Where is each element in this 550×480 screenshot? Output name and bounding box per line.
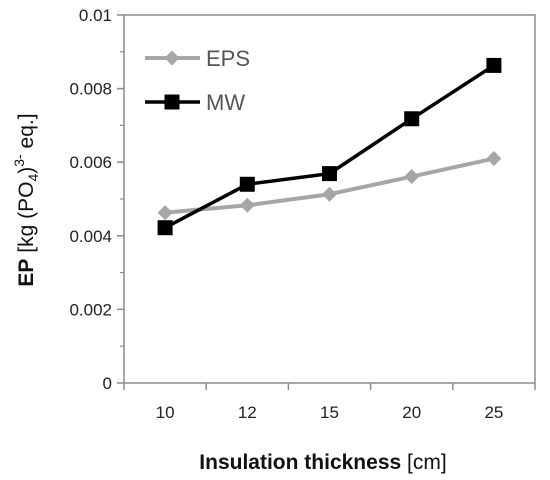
data-point xyxy=(164,94,180,110)
y-tick-label: 0 xyxy=(103,374,112,393)
data-point xyxy=(157,205,173,221)
data-point xyxy=(321,186,338,202)
data-point xyxy=(486,151,502,167)
series-mw xyxy=(157,57,502,236)
y-axis-title: EP [kg (PO4)3- eq.] xyxy=(11,113,41,286)
x-tick-label: 20 xyxy=(402,403,421,422)
legend-label: MW xyxy=(206,90,245,115)
data-point xyxy=(404,169,420,185)
legend-item-eps: EPS xyxy=(145,46,250,71)
y-axis-ticks: 0 0.002 0.004 0.006 0.008 0.01 xyxy=(69,6,124,393)
y-tick-label: 0.01 xyxy=(79,6,112,25)
x-tick-label: 10 xyxy=(156,403,175,422)
y-tick-label: 0.006 xyxy=(69,153,112,172)
x-axis-ticks: 10 12 15 20 25 xyxy=(123,383,536,422)
legend-label: EPS xyxy=(206,46,250,71)
data-point xyxy=(486,57,502,73)
data-point xyxy=(239,176,255,192)
data-point xyxy=(239,197,255,213)
data-point xyxy=(404,111,420,127)
series-layer xyxy=(157,57,502,236)
legend: EPS MW xyxy=(145,46,250,115)
series-eps xyxy=(157,151,502,221)
y-tick-label: 0.004 xyxy=(69,227,112,246)
y-tick-label: 0.008 xyxy=(69,80,112,99)
data-point xyxy=(322,166,337,182)
x-tick-label: 15 xyxy=(320,403,339,422)
x-axis-title: Insulation thickness [cm] xyxy=(199,451,446,474)
x-tick-label: 25 xyxy=(484,403,503,422)
y-tick-label: 0.002 xyxy=(69,300,112,319)
data-point xyxy=(164,50,180,66)
data-point xyxy=(157,220,173,236)
x-tick-label: 12 xyxy=(238,403,257,422)
legend-item-mw: MW xyxy=(145,90,245,115)
